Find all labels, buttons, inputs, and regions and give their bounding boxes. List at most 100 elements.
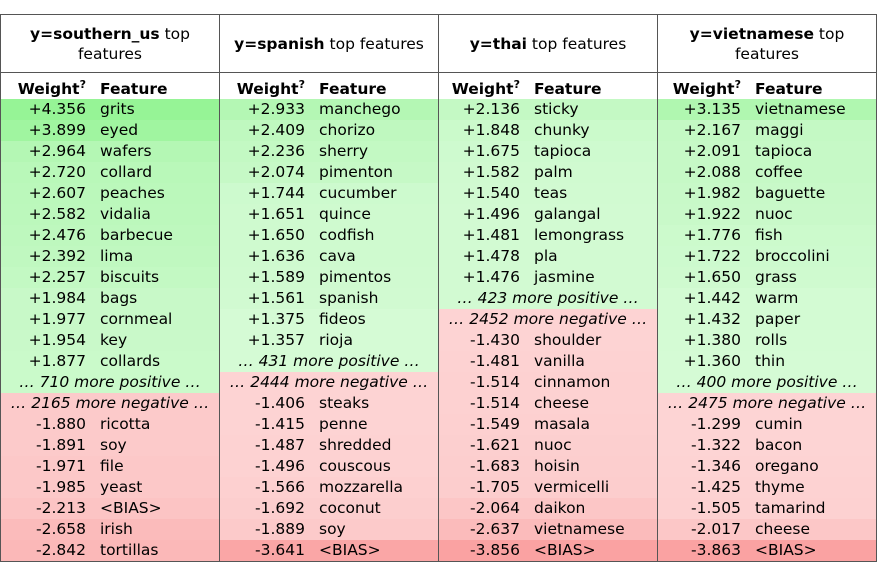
weight-value: +2.409 [247, 121, 305, 139]
feature-row: +1.442 warm [658, 288, 876, 309]
weight-value: +1.984 [28, 289, 86, 307]
more-features-row: … 2452 more negative … [439, 309, 657, 330]
feature-row: +2.088 coffee [658, 162, 876, 183]
feature-name: steaks [319, 394, 370, 412]
feature-row: +1.650 codfish [220, 225, 438, 246]
weight-help-mark[interactable]: ? [298, 77, 305, 91]
weight-help-mark[interactable]: ? [79, 77, 86, 91]
weight-value: +1.375 [247, 310, 305, 328]
feature-name: hoisin [534, 457, 580, 475]
feature-row: -3.856 <BIAS> [439, 540, 657, 561]
feature-row: -1.505 tamarind [658, 498, 876, 519]
feature-row: +1.776 fish [658, 225, 876, 246]
weight-value: -1.406 [255, 394, 305, 412]
feature-row: +1.357 rioja [220, 330, 438, 351]
weight-value: +1.476 [462, 268, 520, 286]
weight-value: +2.136 [462, 100, 520, 118]
weight-value: -1.481 [470, 352, 520, 370]
feature-name: lemongrass [534, 226, 625, 244]
feature-name: thyme [755, 478, 805, 496]
feature-row: +2.720 collard [1, 162, 219, 183]
more-features-row: … 2165 more negative … [1, 393, 219, 414]
weight-value: -1.621 [470, 436, 520, 454]
weight-value: +1.722 [683, 247, 741, 265]
feature-name: wafers [100, 142, 152, 160]
feature-row: +1.982 baguette [658, 183, 876, 204]
feature-row: -1.971 file [1, 456, 219, 477]
weight-value: +2.582 [28, 205, 86, 223]
feature-row: +1.651 quince [220, 204, 438, 225]
weight-value: +1.496 [462, 205, 520, 223]
feature-name: chunky [534, 121, 590, 139]
feature-row: +1.977 cornmeal [1, 309, 219, 330]
feature-row: -1.891 soy [1, 435, 219, 456]
weight-value: -1.514 [470, 394, 520, 412]
target-label: y=southern_us [30, 24, 160, 43]
feature-name: <BIAS> [319, 541, 381, 559]
feature-name: daikon [534, 499, 586, 517]
more-features-row: … 710 more positive … [1, 372, 219, 393]
title-suffix: top features [734, 24, 845, 63]
weight-value: +3.899 [28, 121, 86, 139]
weight-value: +3.135 [683, 100, 741, 118]
weight-help-mark[interactable]: ? [513, 77, 520, 91]
feature-name: lima [100, 247, 134, 265]
feature-name: soy [319, 520, 346, 538]
feature-name: palm [534, 163, 573, 181]
more-features-row: … 2444 more negative … [220, 372, 438, 393]
title-suffix: top features [324, 34, 424, 53]
feature-name: cucumber [319, 184, 397, 202]
weight-value: +1.636 [247, 247, 305, 265]
feature-name: rioja [319, 331, 353, 349]
feature-name: paper [755, 310, 801, 328]
weight-value: -2.064 [470, 499, 520, 517]
weight-value: -3.856 [470, 541, 520, 559]
weight-value: -2.658 [36, 520, 86, 538]
weight-value: -1.430 [470, 331, 520, 349]
weight-help-mark[interactable]: ? [734, 77, 741, 91]
more-features-row: … 423 more positive … [439, 288, 657, 309]
feature-column-header: Feature [534, 80, 602, 98]
weight-value: -1.566 [255, 478, 305, 496]
more-features-row: … 431 more positive … [220, 351, 438, 372]
weight-value: +2.167 [683, 121, 741, 139]
column-headers: Weight? Feature [1, 73, 219, 99]
weight-value: +2.607 [28, 184, 86, 202]
feature-name: sticky [534, 100, 579, 118]
feature-row: +2.236 sherry [220, 141, 438, 162]
feature-name: bags [100, 289, 138, 307]
weight-value: -1.692 [255, 499, 305, 517]
feature-row: -1.514 cinnamon [439, 372, 657, 393]
weights-table: y=thai top features Weight? Feature +2.136 s… [438, 14, 657, 562]
feature-name: baguette [755, 184, 826, 202]
weight-value: -1.415 [255, 415, 305, 433]
column-headers: Weight? Feature [220, 73, 438, 99]
weight-value: +2.933 [247, 100, 305, 118]
feature-row: +1.375 fideos [220, 309, 438, 330]
feature-row: +2.136 sticky [439, 99, 657, 120]
weight-value: -2.213 [36, 499, 86, 517]
feature-row: +1.476 jasmine [439, 267, 657, 288]
weight-value: +2.236 [247, 142, 305, 160]
more-features-text: … 400 more positive … [676, 373, 858, 391]
title-suffix: top features [77, 24, 190, 63]
feature-name: irish [100, 520, 133, 538]
more-features-text: … 431 more positive … [238, 352, 420, 370]
feature-row: -1.322 bacon [658, 435, 876, 456]
feature-row: -1.683 hoisin [439, 456, 657, 477]
feature-row: -3.863 <BIAS> [658, 540, 876, 561]
feature-name: warm [755, 289, 799, 307]
weight-value: +2.392 [28, 247, 86, 265]
feature-row: +1.984 bags [1, 288, 219, 309]
feature-row: +2.409 chorizo [220, 120, 438, 141]
feature-name: mozzarella [319, 478, 404, 496]
feature-name: manchego [319, 100, 401, 118]
weights-table: y=southern_us top features Weight? Feature… [0, 14, 219, 562]
table-title: y=spanish top features [220, 15, 438, 73]
feature-row: +1.722 broccolini [658, 246, 876, 267]
feature-row: -1.406 steaks [220, 393, 438, 414]
feature-row: +2.582 vidalia [1, 204, 219, 225]
feature-name: vietnamese [534, 520, 625, 538]
weight-value: -1.985 [36, 478, 86, 496]
more-features-row: … 2475 more negative … [658, 393, 876, 414]
